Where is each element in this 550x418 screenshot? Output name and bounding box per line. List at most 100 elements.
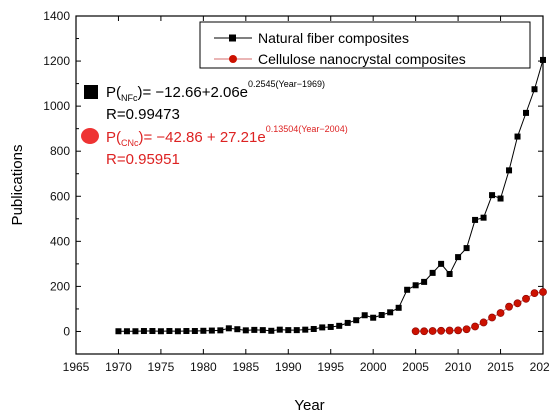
data-point-natural-fiber <box>191 328 198 335</box>
data-point-natural-fiber <box>480 214 487 221</box>
y-tick-label: 200 <box>50 279 70 293</box>
x-tick-label: 1975 <box>148 360 175 374</box>
data-point-natural-fiber <box>183 328 190 335</box>
annotations: P(NFc)= −12.66+2.06e0.2545(Year−1969) R=0… <box>81 79 348 168</box>
data-point-cnc <box>411 327 420 336</box>
data-point-natural-fiber <box>149 328 156 335</box>
data-point-natural-fiber <box>225 325 232 332</box>
legend-marker <box>229 55 237 63</box>
annotation-r-value: R=0.95951 <box>106 151 180 168</box>
data-point-cnc <box>462 325 471 334</box>
data-point-natural-fiber <box>302 326 309 333</box>
data-point-cnc <box>530 289 539 298</box>
x-tick-label: 2005 <box>402 360 429 374</box>
legend-label: Cellulose nanocrystal composites <box>258 51 466 67</box>
y-tick-label: 1400 <box>43 9 70 23</box>
data-point-natural-fiber <box>276 326 283 333</box>
plot-frame <box>75 15 544 355</box>
data-point-cnc <box>445 326 454 335</box>
data-point-natural-fiber <box>174 328 181 335</box>
annotation-r-value: R=0.99473 <box>106 106 180 123</box>
data-point-natural-fiber <box>268 327 275 334</box>
data-point-natural-fiber <box>310 325 317 332</box>
data-point-natural-fiber <box>132 328 139 335</box>
data-point-natural-fiber <box>489 192 496 199</box>
data-point-natural-fiber <box>370 314 377 321</box>
data-point-natural-fiber <box>259 327 266 334</box>
x-tick-label: 1985 <box>232 360 259 374</box>
legend-label: Natural fiber composites <box>258 30 409 46</box>
x-tick-label: 1980 <box>190 360 217 374</box>
y-tick-label: 800 <box>50 144 70 158</box>
y-axis-title: Publications <box>9 145 26 226</box>
data-point-natural-fiber <box>429 269 436 276</box>
annotation-equation: P(CNc)= −42.86 + 27.21e0.13504(Year−2004… <box>106 124 348 148</box>
legend: Natural fiber composites Cellulose nanocr… <box>199 21 531 69</box>
data-point-natural-fiber <box>412 282 419 289</box>
axes: 1965 1970 1975 1980 1985 1990 1995 2000 2005 2010… <box>43 9 550 374</box>
data-point-natural-fiber <box>344 319 351 326</box>
data-point-natural-fiber <box>404 286 411 293</box>
annotation-equation: P(NFc)= −12.66+2.06e0.2545(Year−1969) <box>106 79 325 103</box>
data-point-natural-fiber <box>140 328 147 335</box>
data-point-natural-fiber <box>251 326 258 333</box>
data-point-natural-fiber <box>463 245 470 252</box>
data-point-natural-fiber <box>217 327 224 334</box>
data-point-natural-fiber <box>115 328 122 335</box>
data-point-natural-fiber <box>285 327 292 334</box>
data-point-cnc <box>496 309 505 317</box>
data-point-cnc <box>420 327 429 336</box>
data-point-cnc <box>505 302 513 311</box>
data-point-natural-fiber <box>293 327 300 334</box>
data-point-natural-fiber <box>523 109 530 116</box>
data-point-natural-fiber <box>531 86 538 93</box>
y-tick-label: 1200 <box>43 54 70 68</box>
data-point-natural-fiber <box>200 327 207 334</box>
data-point-cnc <box>513 299 522 308</box>
data-point-natural-fiber <box>446 271 453 278</box>
x-axis-title: Year <box>294 397 324 414</box>
data-point-cnc <box>454 326 462 335</box>
data-point-natural-fiber <box>242 327 249 334</box>
y-tick-label: 400 <box>50 234 70 248</box>
x-tick-label: 1995 <box>317 360 344 374</box>
data-point-natural-fiber <box>438 260 445 267</box>
data-point-cnc <box>428 327 437 335</box>
data-point-natural-fiber <box>455 254 462 261</box>
legend-marker <box>229 34 236 42</box>
data-point-natural-fiber <box>378 312 385 319</box>
x-tick-label: 2000 <box>360 360 387 374</box>
data-point-cnc <box>437 326 446 335</box>
annotation-marker-circle <box>81 128 99 144</box>
data-point-natural-fiber <box>395 304 402 311</box>
data-point-natural-fiber <box>361 312 368 319</box>
data-point-natural-fiber <box>472 216 479 223</box>
data-point-natural-fiber <box>208 327 215 334</box>
data-point-natural-fiber <box>353 317 360 324</box>
series-line-1 <box>415 291 544 332</box>
y-tick-label: 600 <box>50 189 70 203</box>
annotation-marker-square <box>84 85 98 99</box>
x-tick-label: 1990 <box>275 360 302 374</box>
y-tick-label: 1000 <box>43 99 70 113</box>
data-point-natural-fiber <box>387 309 394 316</box>
series-layer <box>115 56 547 336</box>
x-tick-label: 1970 <box>105 360 132 374</box>
data-point-natural-fiber <box>123 328 130 335</box>
data-point-natural-fiber <box>336 322 343 329</box>
x-tick-label: 1965 <box>63 360 90 374</box>
data-point-natural-fiber <box>234 326 241 333</box>
data-point-natural-fiber <box>157 328 164 335</box>
x-tick-label: 2010 <box>445 360 472 374</box>
data-point-natural-fiber <box>166 328 173 335</box>
data-point-cnc <box>479 318 488 327</box>
data-point-natural-fiber <box>506 167 513 174</box>
data-point-natural-fiber <box>319 324 326 331</box>
data-point-natural-fiber <box>514 133 521 140</box>
data-point-natural-fiber <box>540 56 546 63</box>
data-point-natural-fiber <box>421 278 428 285</box>
data-point-natural-fiber <box>327 323 334 330</box>
data-point-cnc <box>471 322 479 331</box>
